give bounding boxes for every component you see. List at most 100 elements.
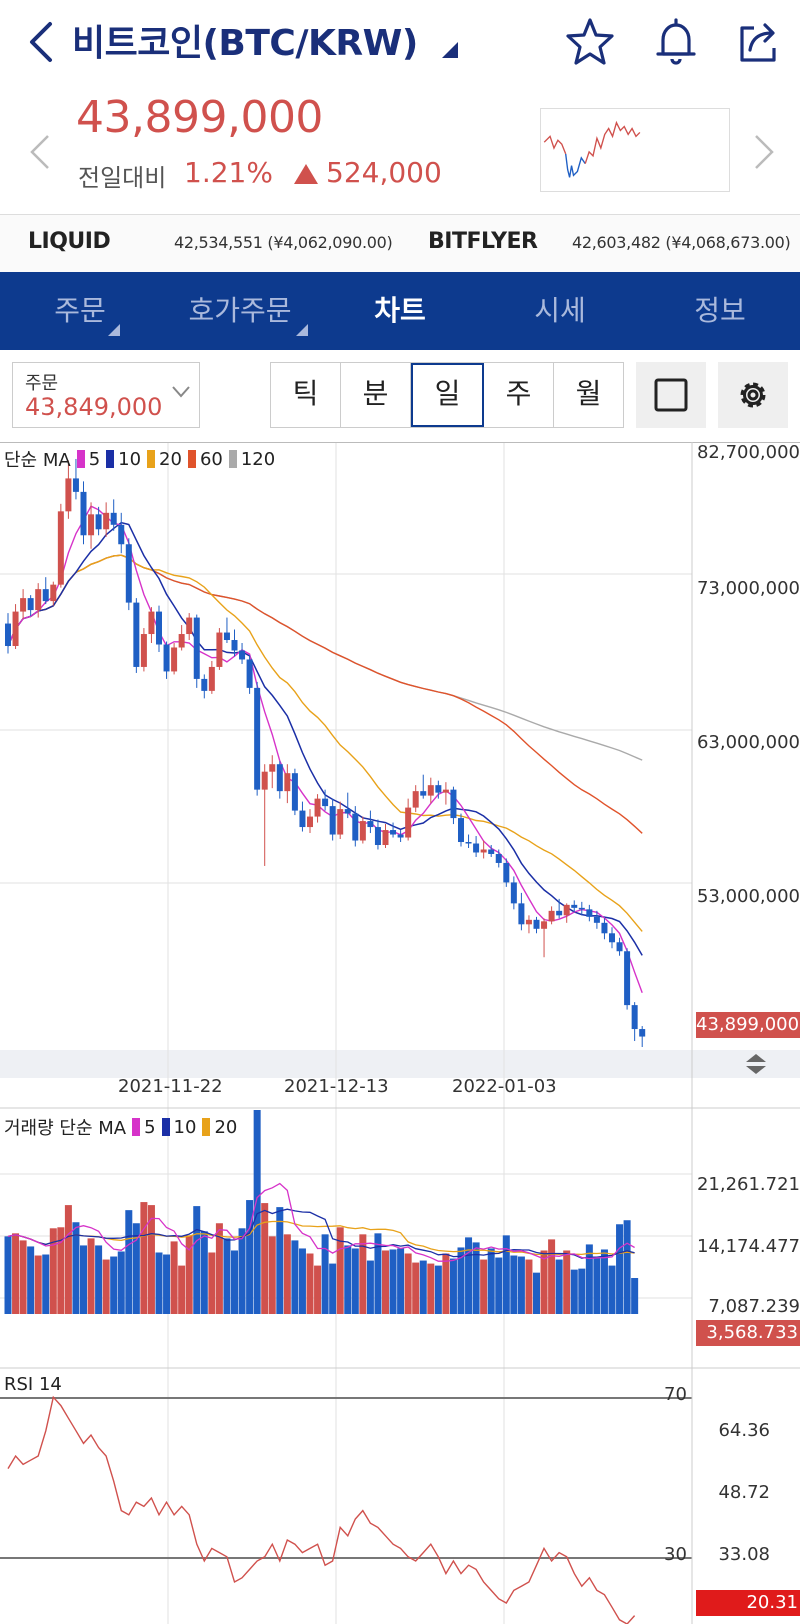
candle-body — [586, 909, 593, 917]
volume-bar — [170, 1241, 178, 1314]
fullscreen-button[interactable] — [636, 362, 706, 428]
page-title[interactable]: 비트코인(BTC/KRW) — [72, 23, 418, 64]
candle-body — [563, 904, 570, 916]
period-tick[interactable]: 틱 — [271, 363, 341, 427]
current-price-tag: 43,899,000 — [696, 1012, 800, 1038]
candle-body — [571, 904, 578, 908]
next-coin-icon[interactable] — [752, 132, 776, 172]
candle-body — [473, 843, 480, 853]
rsi-legend: RSI 14 — [4, 1374, 62, 1395]
volume-bar — [246, 1200, 254, 1314]
period-day[interactable]: 일 — [411, 363, 484, 427]
ma20-line — [7, 554, 643, 932]
vol-ma10-line — [7, 1208, 635, 1259]
chart-settings-button[interactable] — [718, 362, 788, 428]
tab-info-label: 정보 — [694, 294, 746, 327]
candle-body — [465, 842, 472, 844]
candle-body — [88, 514, 95, 536]
chart-area[interactable]: 단순 MA 5 10 20 60 120 82,700,000 73,000,0… — [0, 442, 800, 1624]
price-axis-label: 73,000,000 — [696, 578, 800, 599]
tab-order-label: 주문 — [54, 294, 106, 327]
candle-body — [525, 919, 532, 925]
ma5-line — [7, 505, 643, 994]
volume-bar — [102, 1259, 110, 1314]
ma20-swatch — [147, 450, 156, 468]
volume-bar — [495, 1257, 503, 1314]
volume-axis-label: 21,261.721 — [696, 1174, 800, 1195]
candle-body — [359, 821, 366, 841]
share-icon[interactable] — [732, 16, 784, 68]
period-minute[interactable]: 분 — [341, 363, 411, 427]
candle-body — [5, 623, 11, 646]
candle-body — [186, 617, 193, 635]
prev-coin-icon[interactable] — [28, 132, 52, 172]
candle-body — [284, 773, 291, 792]
volume-bar — [600, 1249, 608, 1314]
change-amount: 524,000 — [326, 156, 442, 189]
exchange-strip: LIQUID 42,534,551 (¥4,062,090.00) BITFLY… — [0, 214, 800, 272]
tab-quotes[interactable]: 시세 — [510, 272, 610, 350]
volume-bar — [49, 1228, 57, 1314]
tab-orderbook[interactable]: 호가주문 — [170, 272, 310, 350]
volume-bar — [321, 1234, 329, 1314]
candle-body — [609, 933, 615, 943]
caret-down-icon[interactable] — [440, 40, 460, 60]
candle-body — [631, 1005, 638, 1030]
tab-order[interactable]: 주문 — [30, 272, 130, 350]
volume-bar — [585, 1244, 593, 1314]
candle-body — [442, 789, 449, 793]
volume-bar — [631, 1278, 639, 1314]
vol-ma5-swatch — [132, 1118, 141, 1136]
candle-body — [639, 1029, 646, 1037]
rsi-axis-label: 64.36 — [718, 1420, 770, 1441]
candle-body — [201, 678, 208, 691]
period-month[interactable]: 월 — [575, 377, 602, 410]
volume-ma-legend: 거래량 단순 MA 5 10 20 — [4, 1114, 237, 1140]
chart-canvas[interactable] — [0, 442, 800, 1624]
rsi-axis-label: 33.08 — [718, 1544, 770, 1565]
volume-axis-label: 14,174.477 — [696, 1236, 800, 1257]
volume-bar — [19, 1240, 27, 1314]
main-tabs: 주문 호가주문 차트 시세 정보 — [0, 272, 800, 350]
candle-body — [382, 830, 389, 846]
ma20-label: 20 — [159, 448, 182, 470]
volume-bar — [87, 1238, 95, 1314]
vol-ma20-swatch — [202, 1118, 211, 1136]
volume-bar — [95, 1245, 103, 1314]
volume-bar — [389, 1249, 397, 1314]
period-week[interactable]: 주 — [484, 363, 554, 427]
volume-bar — [34, 1255, 42, 1314]
tab-chart[interactable]: 차트 — [350, 272, 450, 350]
volume-bar — [344, 1245, 352, 1314]
candle-body — [624, 951, 631, 1006]
volume-bar — [208, 1252, 216, 1314]
volume-bar — [502, 1235, 510, 1314]
candle-body — [616, 942, 623, 952]
candle-body — [178, 634, 185, 648]
candle-body — [405, 807, 412, 838]
candle-body — [480, 849, 487, 853]
date-label: 2021-11-22 — [118, 1076, 223, 1097]
tab-info[interactable]: 정보 — [670, 272, 770, 350]
candle-body — [208, 666, 215, 691]
order-price-select[interactable]: 주문 43,849,000 — [12, 362, 200, 428]
volume-bar — [570, 1269, 578, 1314]
volume-bar — [525, 1259, 533, 1314]
mini-price-chart[interactable] — [540, 108, 730, 192]
exchange-name: LIQUID — [28, 229, 111, 254]
candle-body — [291, 773, 298, 811]
candle-body — [337, 809, 344, 835]
volume-bar — [412, 1262, 420, 1314]
volume-bar — [465, 1237, 473, 1314]
rsi-line — [7, 1395, 636, 1624]
ma5-label: 5 — [88, 448, 101, 470]
volume-bar — [533, 1272, 540, 1314]
candle-body — [103, 512, 110, 530]
resize-down-icon[interactable] — [746, 1066, 766, 1074]
back-icon[interactable] — [22, 18, 62, 66]
volume-bar — [223, 1238, 231, 1314]
candle-body — [556, 910, 563, 916]
star-icon[interactable] — [564, 16, 616, 68]
resize-up-icon[interactable] — [746, 1054, 766, 1062]
bell-icon[interactable] — [650, 16, 702, 68]
